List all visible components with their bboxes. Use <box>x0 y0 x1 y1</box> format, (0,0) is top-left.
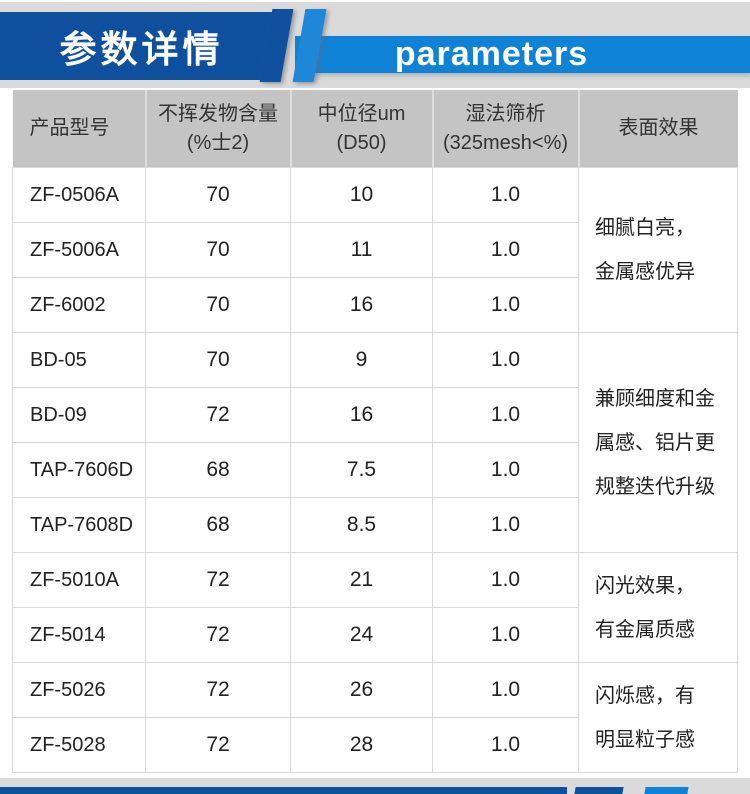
effect-cell-group-3: 闪光效果， 有金属质感 <box>578 552 738 663</box>
sieve-cell: 1.0 <box>432 717 579 773</box>
content-cell: 72 <box>145 552 291 608</box>
sieve-cell: 1.0 <box>432 442 579 498</box>
parameters-table: 产品型号 不挥发物含量 (%士2) 中位径um (D50) 湿法筛析 (325m… <box>12 90 738 773</box>
d50-cell: 21 <box>290 552 433 608</box>
model-cell: ZF-5006A <box>12 222 146 278</box>
bottom-banner-slash-dark <box>574 787 624 794</box>
table-row: ZF-5006A 70 11 1.0 <box>12 222 738 278</box>
header-surface-effect: 表面效果 <box>578 90 738 168</box>
model-cell: BD-05 <box>12 332 146 388</box>
content-cell: 70 <box>145 222 291 278</box>
d50-cell: 9 <box>290 332 433 388</box>
d50-cell: 11 <box>290 222 433 278</box>
content-cell: 70 <box>145 277 291 333</box>
d50-cell: 26 <box>290 662 433 718</box>
model-cell: ZF-5028 <box>12 717 146 773</box>
sieve-cell: 1.0 <box>432 607 579 663</box>
sieve-cell: 1.0 <box>432 497 579 553</box>
table-row: ZF-6002 70 16 1.0 <box>12 277 738 333</box>
table-row: BD-09 72 16 1.0 <box>12 387 738 443</box>
banner-chinese-block: 参数详情 <box>0 12 283 80</box>
d50-cell: 8.5 <box>290 497 433 553</box>
effect-cell-group-2: 兼顾细度和金 属感、铝片更 规整迭代升级 <box>578 332 738 553</box>
header-median-diameter: 中位径um (D50) <box>290 90 434 168</box>
d50-cell: 16 <box>290 277 433 333</box>
content-cell: 68 <box>145 442 291 498</box>
content-cell: 70 <box>145 167 291 223</box>
bottom-banner-slash-light <box>644 787 689 794</box>
banner-english-title: parameters <box>394 35 589 73</box>
content-cell: 72 <box>145 387 291 443</box>
sieve-cell: 1.0 <box>432 222 579 278</box>
content-cell: 68 <box>145 497 291 553</box>
d50-cell: 10 <box>290 167 433 223</box>
model-cell: BD-09 <box>12 387 146 443</box>
table-row: ZF-5010A 72 21 1.0 闪光效果， 有金属质感 <box>12 552 738 663</box>
content-cell: 70 <box>145 332 291 388</box>
effect-cell-group-1: 细腻白亮， 金属感优异 <box>578 167 738 333</box>
header-row: 产品型号 不挥发物含量 (%士2) 中位径um (D50) 湿法筛析 (325m… <box>12 90 738 168</box>
sieve-cell: 1.0 <box>432 332 579 388</box>
content-cell: 72 <box>145 662 291 718</box>
model-cell: ZF-5026 <box>12 662 146 718</box>
banner-english-bar: parameters <box>295 35 750 73</box>
table-row: BD-05 70 9 1.0 兼顾细度和金 属感、铝片更 规整迭代升级 <box>12 332 738 553</box>
content-cell: 72 <box>145 607 291 663</box>
sieve-cell: 1.0 <box>432 277 579 333</box>
header-nonvolatile-content: 不挥发物含量 (%士2) <box>145 90 292 168</box>
model-cell: TAP-7606D <box>12 442 146 498</box>
sieve-cell: 1.0 <box>432 662 579 718</box>
d50-cell: 16 <box>290 387 433 443</box>
model-cell: ZF-0506A <box>12 167 146 223</box>
banner-chinese-title: 参数详情 <box>59 29 224 70</box>
model-cell: TAP-7608D <box>12 497 146 553</box>
effect-cell-group-4: 闪烁感，有 明显粒子感 <box>578 662 738 773</box>
d50-cell: 7.5 <box>290 442 433 498</box>
sieve-cell: 1.0 <box>432 167 579 223</box>
header-wet-sieve: 湿法筛析 (325mesh<%) <box>432 90 580 168</box>
model-cell: ZF-5014 <box>12 607 146 663</box>
table-row: ZF-5026 72 26 1.0 闪烁感，有 明显粒子感 <box>12 662 738 773</box>
model-cell: ZF-6002 <box>12 277 146 333</box>
table-row: ZF-5028 72 28 1.0 <box>12 717 738 773</box>
d50-cell: 28 <box>290 717 433 773</box>
table-row: ZF-0506A 70 10 1.0 细腻白亮， 金属感优异 <box>12 167 738 333</box>
header-model: 产品型号 <box>12 90 147 168</box>
model-cell: ZF-5010A <box>12 552 146 608</box>
sieve-cell: 1.0 <box>432 387 579 443</box>
d50-cell: 24 <box>290 607 433 663</box>
content-cell: 72 <box>145 717 291 773</box>
sieve-cell: 1.0 <box>432 552 579 608</box>
bottom-banner-bar <box>0 787 567 794</box>
